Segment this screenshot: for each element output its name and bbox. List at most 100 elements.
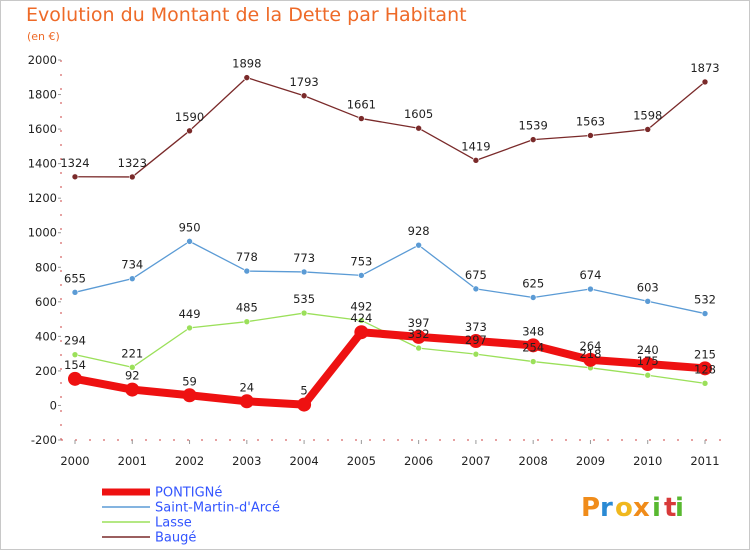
x-tick-label: 2011 [690,454,719,468]
data-label: 332 [408,327,430,341]
chart-unit-label: (en €) [27,30,60,43]
data-point [354,325,369,340]
data-label: 128 [694,362,716,376]
data-point [698,361,712,376]
data-point [300,92,308,100]
data-point [186,127,193,135]
data-label: 778 [236,250,258,264]
data-label: 1539 [519,119,548,133]
data-point [583,352,598,367]
data-label: 1324 [60,156,89,170]
data-label: 1605 [404,107,433,121]
data-label: 449 [179,307,201,321]
data-label: 1661 [347,98,376,112]
data-point [182,388,197,403]
data-point [300,309,308,317]
data-label: 297 [465,333,487,347]
data-point [415,241,422,249]
data-point [468,334,483,349]
data-point [68,371,82,386]
x-tick-label: 2009 [576,454,605,468]
y-tick-label: 1200 [28,191,57,205]
y-tick-label: 800 [35,260,57,274]
data-label: 485 [236,301,258,315]
x-tick-label: 2003 [232,454,261,468]
data-point [71,173,79,181]
data-label: 535 [293,292,315,306]
data-label: 1873 [690,61,719,75]
y-tick-label: 1000 [28,226,57,240]
logo-letter: o [615,493,633,523]
data-label: 24 [239,380,254,394]
data-label: 603 [637,280,659,294]
data-point [300,268,308,276]
data-label: 532 [694,293,716,307]
series-line [74,76,706,178]
data-label: 294 [64,334,86,348]
data-point [472,285,480,293]
data-label: 1563 [576,114,605,128]
data-point [640,357,655,371]
x-tick-label: 2008 [519,454,548,468]
y-tick-label: 1400 [28,157,57,171]
data-point [701,310,709,317]
data-point [472,350,480,358]
data-point [411,329,426,344]
data-label: 1898 [232,57,261,71]
data-label: 215 [694,347,716,361]
y-tick-label: 600 [35,295,57,309]
chart-title: Evolution du Montant de la Dette par Hab… [26,4,467,26]
data-label: 175 [637,354,659,368]
data-point [239,394,254,409]
data-point [587,132,594,139]
legend-label: Saint-Martin-d'Arcé [155,501,280,516]
logo-letter: t [664,493,676,523]
series-line [71,328,709,409]
data-label: 950 [179,220,201,234]
data-point [415,124,422,132]
logo-letter: i [675,493,684,523]
data-label: 59 [182,374,197,388]
data-point [529,358,537,365]
data-labels: 154 92 59 24 5 424 397 373 348 264 240 215 655 734 950… [60,57,719,398]
x-tick-label: 2001 [118,454,147,468]
data-label: 773 [293,251,315,265]
logo-letter: P [581,493,600,523]
x-tick-label: 2005 [347,454,376,468]
data-label: 1419 [461,139,490,153]
data-label: 397 [408,316,430,330]
data-label: 492 [350,299,372,313]
data-point [358,272,365,279]
data-label: 373 [465,320,487,334]
logo-letter: i [652,493,661,523]
y-tick-label: 200 [35,364,57,378]
y-tick-label: 1800 [28,88,57,102]
logo-letter: r [600,493,613,523]
series-line [74,240,706,315]
y-tick-label: 2000 [28,53,57,67]
data-label: 655 [64,271,86,285]
data-label: 734 [121,258,143,272]
data-point [128,173,136,181]
data-label: 1793 [289,75,318,89]
x-tick-label: 2007 [461,454,490,468]
y-tick-label: 1600 [28,122,57,136]
data-label: 753 [350,254,372,268]
data-label: 675 [465,268,487,282]
data-label: 154 [64,358,86,372]
y-tick-label: 0 [50,398,57,412]
x-tick-label: 2004 [289,454,318,468]
data-point [529,294,537,301]
data-point [297,397,312,412]
data-label: 5 [300,384,307,398]
data-label: 1323 [118,156,147,170]
x-tick-label: 2010 [633,454,662,468]
data-point [128,275,136,282]
data-label: 221 [121,346,143,360]
data-point [243,267,251,275]
data-point [472,157,480,164]
axes: -200 0 200 400 600 800 1000 1200 1400 1600 1800 200… [28,53,721,468]
x-tick-label: 2006 [404,454,433,468]
